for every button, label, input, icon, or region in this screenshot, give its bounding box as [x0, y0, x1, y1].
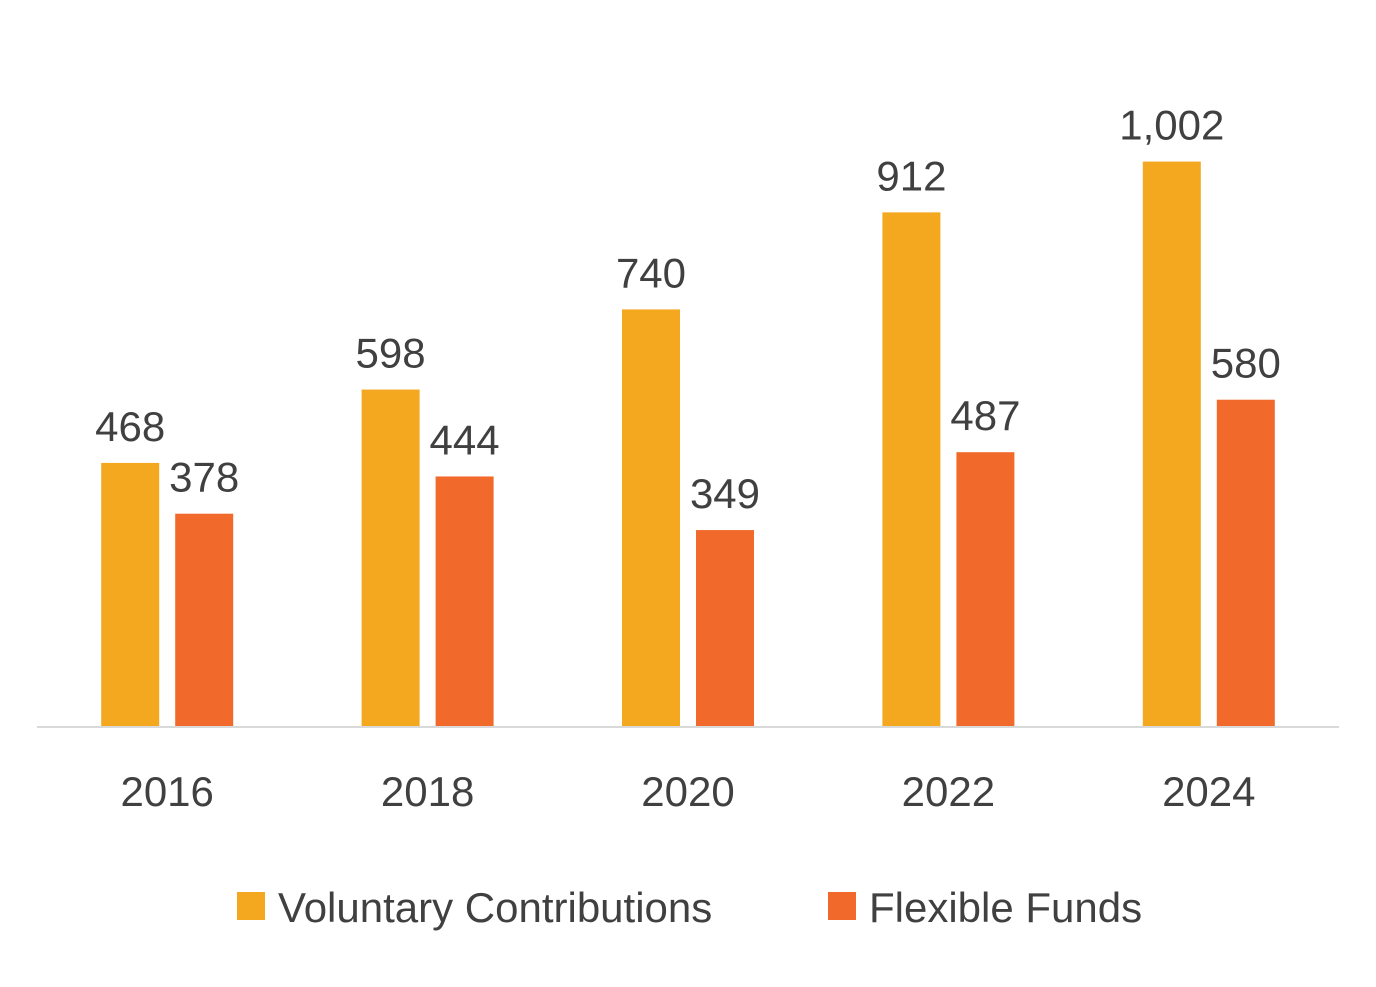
- bar-voluntary-contributions-2016: [101, 462, 160, 727]
- data-label-voluntary-contributions-2016: 468: [95, 403, 165, 450]
- bar-voluntary-contributions-2022: [882, 212, 941, 727]
- bar-flexible-funds-2018: [435, 476, 494, 727]
- data-label-voluntary-contributions-2022: 912: [876, 152, 946, 199]
- bar-flexible-funds-2024: [1216, 399, 1275, 727]
- legend-label-voluntary-contributions: Voluntary Contributions: [278, 884, 712, 931]
- x-axis-ticks: 2016 2018 2020 2022 2024: [120, 768, 1255, 815]
- legend: Voluntary Contributions Flexible Funds: [237, 884, 1142, 931]
- legend-item-voluntary-contributions: Voluntary Contributions: [237, 884, 712, 931]
- legend-item-flexible-funds: Flexible Funds: [828, 884, 1142, 931]
- bar-voluntary-contributions-2024: [1142, 161, 1201, 728]
- legend-swatch-voluntary-contributions: [237, 892, 265, 920]
- bars-layer: [101, 161, 1275, 728]
- bar-voluntary-contributions-2020: [622, 309, 680, 727]
- legend-label-flexible-funds: Flexible Funds: [869, 884, 1142, 931]
- data-label-flexible-funds-2020: 349: [690, 470, 760, 517]
- bar-flexible-funds-2022: [956, 452, 1015, 727]
- data-label-flexible-funds-2016: 378: [169, 454, 239, 501]
- legend-swatch-flexible-funds: [828, 892, 856, 920]
- data-label-flexible-funds-2018: 444: [430, 416, 500, 463]
- data-label-flexible-funds-2022: 487: [950, 392, 1020, 439]
- bar-flexible-funds-2020: [696, 530, 754, 727]
- x-tick-label-2024: 2024: [1162, 768, 1255, 815]
- x-tick-label-2016: 2016: [120, 768, 213, 815]
- x-tick-label-2020: 2020: [641, 768, 734, 815]
- bar-flexible-funds-2016: [175, 513, 234, 727]
- data-label-voluntary-contributions-2018: 598: [356, 330, 426, 377]
- data-label-flexible-funds-2024: 580: [1211, 340, 1281, 387]
- data-label-voluntary-contributions-2020: 740: [616, 249, 686, 296]
- bar-voluntary-contributions-2018: [361, 389, 420, 727]
- x-tick-label-2018: 2018: [381, 768, 474, 815]
- data-label-voluntary-contributions-2024: 1,002: [1119, 102, 1224, 149]
- x-tick-label-2022: 2022: [902, 768, 995, 815]
